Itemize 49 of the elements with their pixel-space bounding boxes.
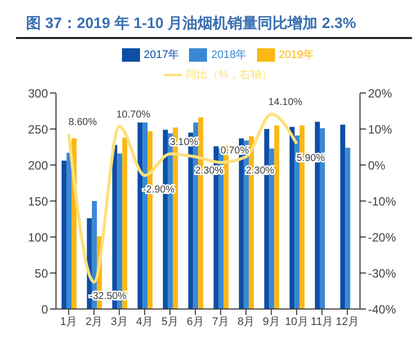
x-tick-label: 3月 bbox=[110, 316, 128, 328]
y2-tick-label: 20% bbox=[368, 86, 392, 100]
x-tick-label: 6月 bbox=[186, 316, 204, 328]
data-label: 0.70% bbox=[220, 145, 249, 156]
x-tick-label: 2月 bbox=[85, 316, 103, 328]
y2-tick-label: 10% bbox=[368, 122, 392, 136]
line-series bbox=[67, 112, 298, 284]
data-label: -32.50% bbox=[89, 291, 127, 302]
data-label: 10.70% bbox=[116, 109, 150, 120]
y-tick-label: 300 bbox=[28, 86, 48, 100]
legend-label: 2019年 bbox=[278, 49, 314, 61]
data-label: 8.60% bbox=[68, 117, 97, 128]
data-label: 14.10% bbox=[268, 97, 302, 108]
chart-title: 图 37：2019 年 1-10 月油烟机销量同比增加 2.3% bbox=[16, 8, 412, 39]
x-tick-label: 12月 bbox=[336, 316, 359, 328]
x-tick-label: 9月 bbox=[262, 316, 280, 328]
legend-label: 2018年 bbox=[211, 49, 247, 61]
legend-label: 2017年 bbox=[144, 49, 180, 61]
y2-tick-label: 0% bbox=[368, 158, 386, 172]
x-tick-label: 11月 bbox=[310, 316, 334, 328]
bar bbox=[340, 124, 346, 309]
x-tick-label: 7月 bbox=[212, 316, 230, 328]
y2-tick-label: -10% bbox=[368, 194, 396, 208]
data-label: 5.90% bbox=[296, 152, 325, 164]
legend-label: 同比（%，右轴） bbox=[186, 69, 272, 81]
bar bbox=[62, 160, 67, 309]
bar bbox=[274, 125, 280, 309]
bar bbox=[345, 148, 350, 309]
data-label: -2.90% bbox=[142, 184, 175, 196]
x-tick-label: 4月 bbox=[136, 316, 154, 328]
x-tick-label: 5月 bbox=[161, 316, 179, 328]
y-tick-label: 150 bbox=[28, 194, 48, 208]
y-tick-label: 250 bbox=[28, 122, 48, 136]
y-tick-label: 100 bbox=[28, 230, 48, 244]
data-label: 3.10% bbox=[170, 136, 198, 148]
bar bbox=[290, 126, 295, 309]
y2-tick-label: -30% bbox=[368, 266, 396, 280]
x-tick-label: 10月 bbox=[285, 316, 308, 328]
y-tick-label: 0 bbox=[41, 302, 48, 316]
y-tick-label: 50 bbox=[34, 266, 48, 280]
x-tick-label: 1月 bbox=[60, 316, 78, 328]
y-tick-label: 200 bbox=[28, 158, 48, 172]
y2-tick-label: -20% bbox=[368, 230, 396, 244]
x-tick-label: 8月 bbox=[237, 316, 255, 328]
data-label: 2.30% bbox=[246, 166, 274, 177]
bar bbox=[138, 122, 143, 309]
y2-tick-label: -40% bbox=[368, 302, 396, 316]
bar bbox=[66, 152, 72, 309]
data-label: 2.30% bbox=[195, 166, 224, 177]
